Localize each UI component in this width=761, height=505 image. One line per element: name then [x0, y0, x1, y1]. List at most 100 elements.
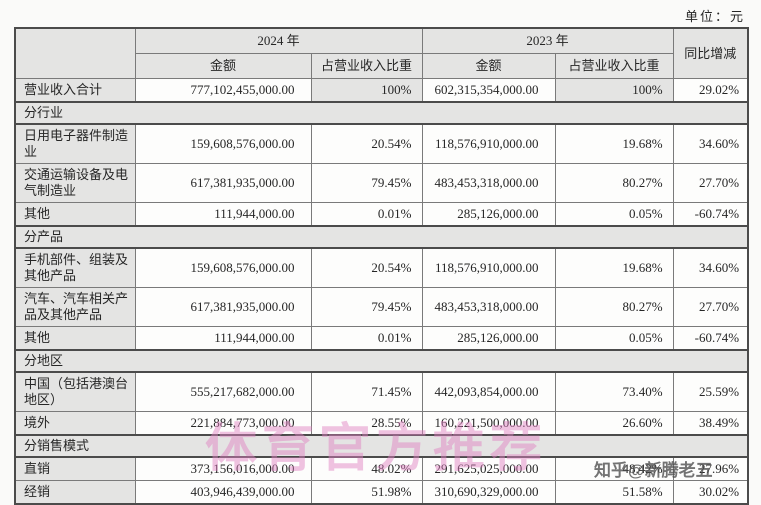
section-label: 分行业: [14, 101, 749, 125]
yoy-cell: 27.70%: [672, 287, 749, 327]
amount-2023-cell: 483,453,318,000.00: [421, 163, 556, 203]
header-amount-2023: 金额: [421, 53, 556, 79]
share-2024-cell: 0.01%: [310, 202, 423, 227]
row-label: 交通运输设备及电气制造业: [14, 163, 136, 203]
share-2024-cell: 71.45%: [310, 371, 423, 412]
table-row: 中国（包括港澳台地区） 555,217,682,000.00 71.45% 442,0…: [14, 371, 749, 412]
header-year-2023: 2023 年: [421, 27, 674, 54]
amount-2024-cell: 373,156,016,000.00: [134, 456, 312, 481]
yoy-cell: 34.60%: [672, 247, 749, 288]
share-2023-cell: 0.05%: [554, 202, 674, 227]
table-row: 其他 111,944,000.00 0.01% 285,126,000.00 0.05%…: [14, 326, 749, 351]
amount-2023-cell: 285,126,000.00: [421, 202, 556, 227]
unit-label: 单位：元: [684, 9, 745, 24]
table-row: 境外 221,884,773,000.00 28.55% 160,221,500,00…: [14, 411, 749, 436]
amount-2023-cell: 442,093,854,000.00: [421, 371, 556, 412]
corner-empty-cell: [14, 27, 136, 79]
amount-2023-cell: 285,126,000.00: [421, 326, 556, 351]
table-row: 直销 373,156,016,000.00 48.02% 291,625,025,00…: [14, 456, 749, 481]
amount-2023-cell: 118,576,910,000.00: [421, 247, 556, 288]
amount-2023-cell: 602,315,354,000.00: [421, 78, 556, 103]
yoy-cell: -60.74%: [672, 326, 749, 351]
section-row: 分行业: [14, 101, 749, 125]
section-row: 分销售模式: [14, 434, 749, 458]
yoy-cell: 30.02%: [672, 480, 749, 505]
row-label: 汽车、汽车相关产品及其他产品: [14, 287, 136, 327]
amount-2024-cell: 111,944,000.00: [134, 326, 312, 351]
share-2024-cell: 79.45%: [310, 287, 423, 327]
table-row: 汽车、汽车相关产品及其他产品 617,381,935,000.00 79.45% 48…: [14, 287, 749, 327]
row-label: 直销: [14, 456, 136, 481]
revenue-table: 2024 年 2023 年 同比增减 金额 占营业收入比重 金额 占营业收入比重…: [14, 27, 750, 505]
row-label: 日用电子器件制造业: [14, 123, 136, 164]
share-2023-cell: 26.60%: [554, 411, 674, 436]
yoy-cell: -60.74%: [672, 202, 749, 227]
table-row: 经销 403,946,439,000.00 51.98% 310,690,329,00…: [14, 480, 749, 505]
header-row-measures: 金额 占营业收入比重 金额 占营业收入比重: [15, 53, 748, 79]
row-label: 境外: [14, 411, 136, 436]
yoy-cell: 25.59%: [672, 371, 749, 412]
row-label: 经销: [14, 480, 136, 505]
table-row: 交通运输设备及电气制造业 617,381,935,000.00 79.45% 483,…: [14, 163, 749, 203]
share-2024-cell: 20.54%: [310, 247, 423, 288]
share-2023-cell: 0.05%: [554, 326, 674, 351]
amount-2023-cell: 291,625,025,000.00: [421, 456, 556, 481]
amount-2024-cell: 617,381,935,000.00: [134, 287, 312, 327]
share-2023-cell: 51.58%: [554, 480, 674, 505]
amount-2024-cell: 221,884,773,000.00: [134, 411, 312, 436]
section-row: 分产品: [14, 225, 749, 249]
header-row-years: 2024 年 2023 年 同比增减: [14, 27, 749, 79]
share-2024-cell: 20.54%: [310, 123, 423, 164]
share-2023-cell: 48.42%: [554, 456, 674, 481]
amount-2023-cell: 310,690,329,000.00: [421, 480, 556, 505]
amount-2024-cell: 555,217,682,000.00: [134, 371, 312, 412]
table-row: 手机部件、组装及其他产品 159,608,576,000.00 20.54% 118,…: [14, 247, 749, 288]
yoy-cell: 38.49%: [672, 411, 749, 436]
header-year-2024: 2024 年: [134, 27, 423, 54]
amount-2024-cell: 159,608,576,000.00: [134, 123, 312, 164]
amount-2024-cell: 617,381,935,000.00: [134, 163, 312, 203]
section-label: 分产品: [14, 225, 749, 249]
amount-2023-cell: 118,576,910,000.00: [421, 123, 556, 164]
yoy-cell: 34.60%: [672, 123, 749, 164]
table-row: 营业收入合计 777,102,455,000.00 100% 602,315,354,…: [14, 78, 749, 103]
share-2024-cell: 0.01%: [310, 326, 423, 351]
amount-2024-cell: 777,102,455,000.00: [134, 78, 312, 103]
share-2023-cell: 100%: [554, 78, 674, 103]
share-2023-cell: 73.40%: [554, 371, 674, 412]
yoy-cell: 27.70%: [672, 163, 749, 203]
header-share-2024: 占营业收入比重: [310, 53, 423, 79]
table-header: 2024 年 2023 年 同比增减 金额 占营业收入比重 金额 占营业收入比重: [14, 27, 749, 79]
share-2023-cell: 19.68%: [554, 247, 674, 288]
table-row: 其他 111,944,000.00 0.01% 285,126,000.00 0.05%…: [14, 202, 749, 227]
section-label: 分销售模式: [14, 434, 749, 458]
amount-2023-cell: 483,453,318,000.00: [421, 287, 556, 327]
share-2024-cell: 51.98%: [310, 480, 423, 505]
amount-2023-cell: 160,221,500,000.00: [421, 411, 556, 436]
share-2024-cell: 100%: [310, 78, 423, 103]
row-label: 其他: [14, 326, 136, 351]
header-yoy: 同比增减: [672, 27, 749, 79]
share-2023-cell: 19.68%: [554, 123, 674, 164]
row-label: 营业收入合计: [14, 78, 136, 103]
yoy-cell: 27.96%: [672, 456, 749, 481]
yoy-cell: 29.02%: [672, 78, 749, 103]
row-label: 其他: [14, 202, 136, 227]
share-2024-cell: 28.55%: [310, 411, 423, 436]
share-2023-cell: 80.27%: [554, 163, 674, 203]
share-2024-cell: 48.02%: [310, 456, 423, 481]
row-label: 手机部件、组装及其他产品: [14, 247, 136, 288]
share-2023-cell: 80.27%: [554, 287, 674, 327]
section-label: 分地区: [14, 349, 749, 373]
amount-2024-cell: 111,944,000.00: [134, 202, 312, 227]
table-body: 营业收入合计 777,102,455,000.00 100% 602,315,354,…: [14, 78, 749, 505]
header-amount-2024: 金额: [134, 53, 312, 79]
amount-2024-cell: 403,946,439,000.00: [134, 480, 312, 505]
table-row: 日用电子器件制造业 159,608,576,000.00 20.54% 118,576…: [14, 123, 749, 164]
amount-2024-cell: 159,608,576,000.00: [134, 247, 312, 288]
row-label: 中国（包括港澳台地区）: [14, 371, 136, 412]
header-share-2023: 占营业收入比重: [554, 53, 674, 79]
section-row: 分地区: [14, 349, 749, 373]
share-2024-cell: 79.45%: [310, 163, 423, 203]
